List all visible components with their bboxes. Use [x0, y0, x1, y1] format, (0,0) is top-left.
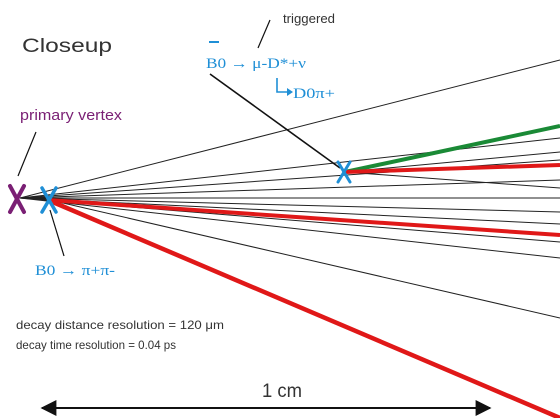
green-track	[344, 124, 560, 174]
b0-pipi-leader-line	[49, 209, 65, 257]
primary-vertex-x-icon	[8, 184, 26, 214]
red-track-upper	[344, 163, 560, 174]
track	[344, 151, 560, 173]
red-track-middle	[47, 198, 560, 237]
pv-leader-line	[17, 131, 37, 177]
track	[19, 179, 560, 199]
d-vertex-x-icon	[336, 160, 352, 184]
b-bar-symbol: B	[206, 56, 218, 72]
thin-tracks	[19, 59, 560, 319]
b-decay-rest: 0 → μ-D*+ν	[218, 56, 307, 72]
time-resolution-text: decay time resolution = 0.04 ps	[16, 338, 176, 352]
track	[344, 171, 560, 189]
track	[19, 59, 560, 199]
b0-pipi-label: B0 → π+π-	[35, 263, 115, 279]
diagram-title: Closeup	[22, 36, 112, 57]
track	[19, 137, 560, 199]
d-decay-label: D0π+	[293, 86, 335, 102]
track	[19, 197, 560, 213]
distance-resolution-text: decay distance resolution = 120 μm	[16, 318, 224, 332]
red-track-lower	[47, 197, 560, 418]
subdecay-arrow	[276, 78, 290, 93]
b-pipi-vertex-x-icon	[40, 186, 58, 214]
triggered-label: triggered	[283, 11, 335, 26]
subdecay-arrowhead	[287, 88, 293, 96]
triggered-leader-line	[257, 19, 271, 49]
b-decay-leader-line	[209, 73, 341, 169]
primary-vertex-label: primary vertex	[20, 107, 123, 124]
track	[49, 199, 560, 319]
scale-bar-label: 1 cm	[262, 381, 302, 402]
track	[19, 197, 560, 259]
